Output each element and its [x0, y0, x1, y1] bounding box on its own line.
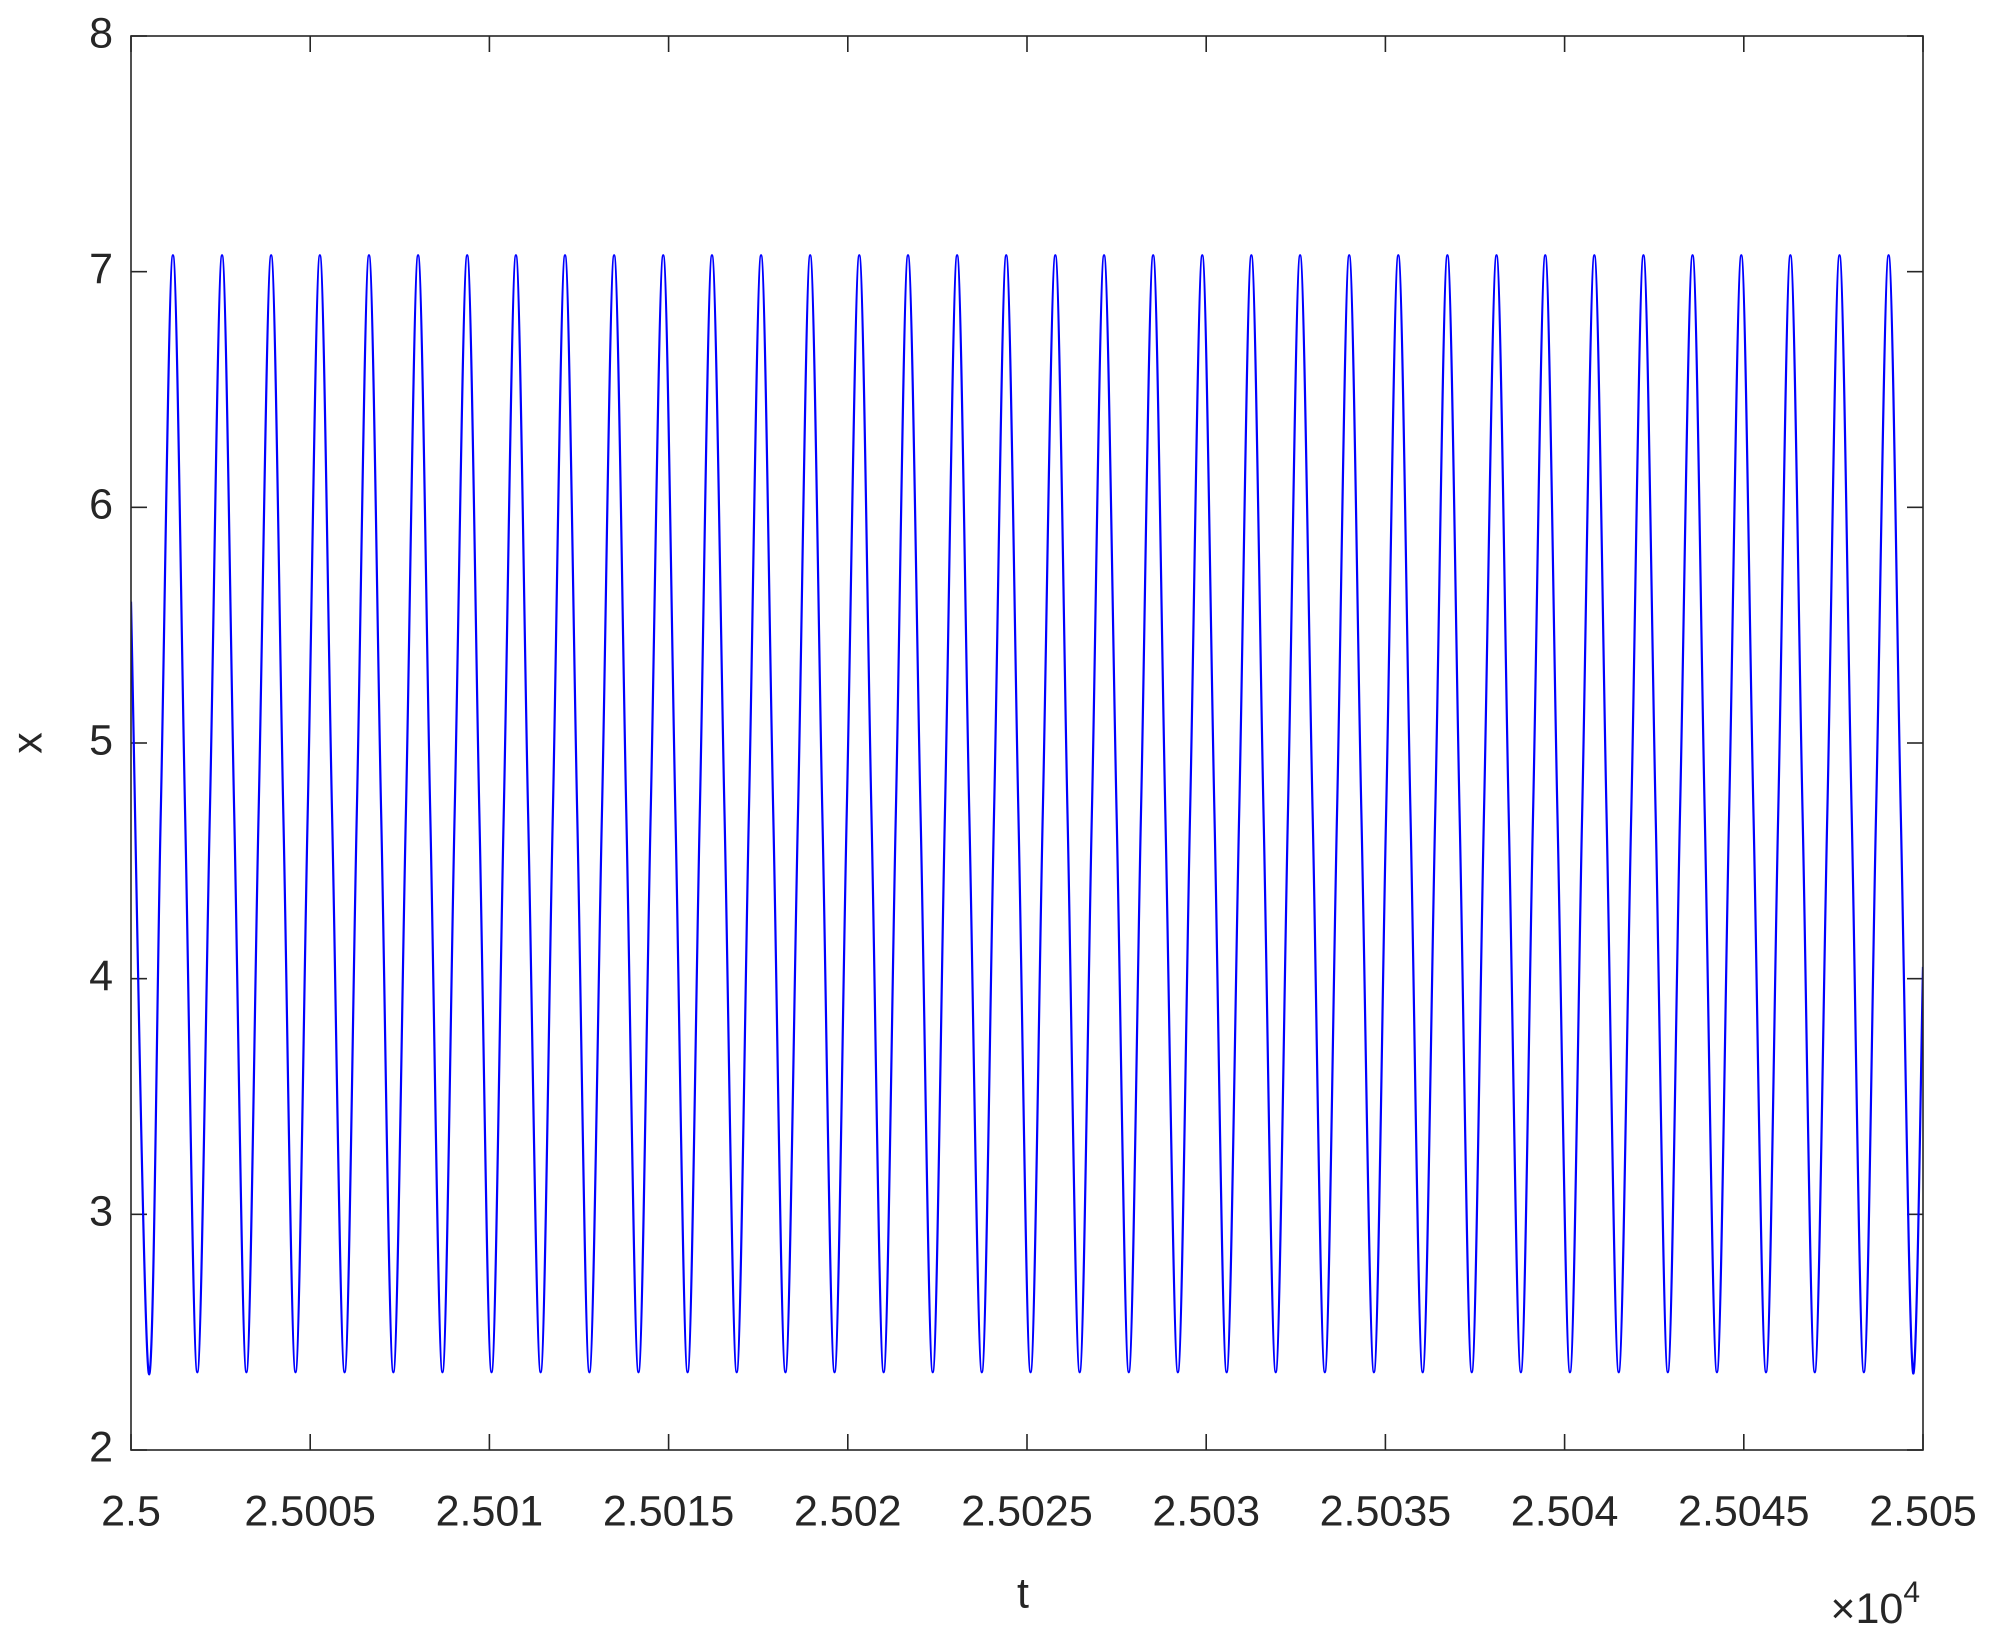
x-tick-label: 2.505: [1869, 1487, 1977, 1535]
y-tick-label: 5: [89, 716, 113, 764]
y-tick-label: 4: [89, 952, 113, 1000]
x-tick-label: 2.502: [794, 1487, 902, 1535]
y-tick-label: 2: [89, 1423, 113, 1471]
y-tick-label: 8: [89, 9, 113, 57]
y-tick-label: 3: [89, 1188, 113, 1236]
y-axis-label: x: [3, 732, 51, 754]
y-tick-label: 7: [89, 245, 113, 293]
data-line: [131, 254, 1923, 1376]
x-tick-label: 2.5005: [244, 1487, 376, 1535]
x-tick-label: 2.5045: [1678, 1487, 1810, 1535]
x-multiplier: ×104: [1830, 1576, 1920, 1633]
multiplier-exponent: 4: [1903, 1576, 1920, 1609]
x-tick-label: 2.5: [101, 1487, 161, 1535]
x-tick-label: 2.503: [1152, 1487, 1260, 1535]
x-tick-label: 2.5035: [1320, 1487, 1452, 1535]
multiplier-base: ×10: [1830, 1585, 1903, 1633]
x-tick-label: 2.504: [1511, 1487, 1619, 1535]
y-tick-label: 6: [89, 481, 113, 529]
x-tick-label: 2.501: [436, 1487, 544, 1535]
x-axis-label: t: [1017, 1569, 1029, 1617]
x-tick-label: 2.5015: [603, 1487, 735, 1535]
axes-box: [130, 35, 1924, 1451]
x-tick-label: 2.5025: [961, 1487, 1093, 1535]
